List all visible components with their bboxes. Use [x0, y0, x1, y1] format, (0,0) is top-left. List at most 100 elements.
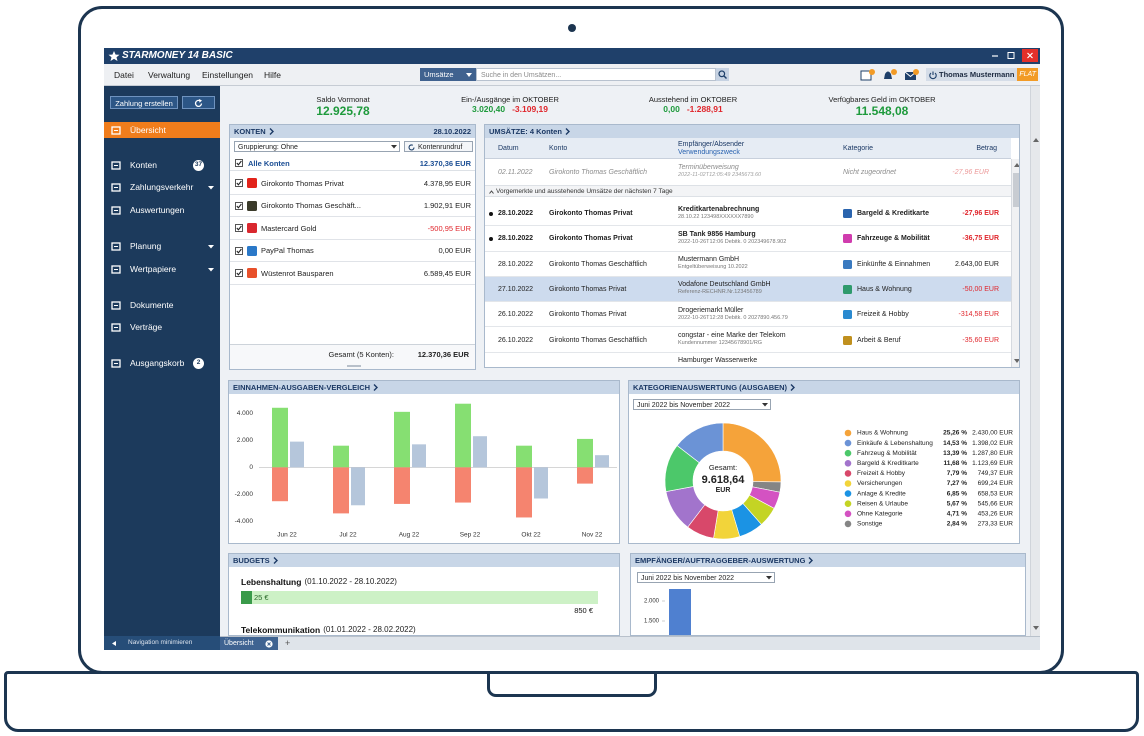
- nav-item[interactable]: Planung: [104, 238, 220, 254]
- arrow: [1033, 626, 1039, 630]
- checkbox-box[interactable]: [235, 224, 243, 232]
- column-label[interactable]: Verwendungszweck: [678, 149, 740, 156]
- account-amount: 0,00 EUR: [438, 246, 471, 255]
- pending-note: Vorgemerkte und ausstehende Umsätze der …: [496, 187, 673, 195]
- nav-item[interactable]: Verträge: [104, 319, 220, 335]
- account-row[interactable]: Girokonto Thomas Privat 4.378,95 EUR: [230, 172, 475, 195]
- account-row[interactable]: Girokonto Thomas Geschäft... 1.902,91 EUR: [230, 195, 475, 217]
- transaction-row[interactable]: 27.10.2022 Girokonto Thomas Privat Vodafon…: [485, 276, 1011, 303]
- panel-chevron: [373, 384, 379, 391]
- y-tick-label: -2.000: [235, 491, 254, 498]
- create-payment-button[interactable]: Zahlung erstellen: [110, 96, 178, 109]
- column-label[interactable]: Betrag: [976, 145, 997, 152]
- transaction-row[interactable]: Hamburger Wasserwerke: [485, 353, 1011, 367]
- pending-row[interactable]: 02.11.2022 Girokonto Thomas Geschäftlich T…: [485, 160, 1011, 184]
- date: 27.10.2022: [498, 285, 534, 293]
- button-label: Zahlung erstellen: [115, 98, 173, 108]
- nav-item[interactable]: Übersicht: [104, 122, 220, 138]
- search-input[interactable]: Suche in den Umsätzen...: [476, 68, 716, 81]
- bar: [595, 455, 609, 468]
- toolbar-icon: [860, 69, 875, 81]
- search-scope[interactable]: Umsätze: [420, 68, 476, 81]
- amount: -36,75 EUR: [962, 235, 999, 243]
- checkbox-box[interactable]: [235, 269, 243, 277]
- category: Arbeit & Beruf: [857, 336, 901, 344]
- arrow: [208, 245, 214, 249]
- dropdown[interactable]: Juni 2022 bis November 2022: [633, 399, 771, 410]
- payee: Hamburger Wasserwerke: [678, 357, 758, 365]
- total-amount: 12.370,36 EUR: [417, 350, 469, 359]
- income-expense-chart: 4.000 2.000 0 -2.000 -4.000 Jun 22 Jul 22 Aug 2…: [235, 403, 617, 539]
- category-icon: [843, 284, 852, 294]
- search-button[interactable]: [716, 68, 729, 81]
- transaction-row[interactable]: 26.10.2022 Girokonto Thomas Geschäftlich c…: [485, 328, 1011, 353]
- panel-header: BUDGETS: [229, 554, 619, 567]
- dropdown-arrow: [762, 403, 768, 407]
- nav-item[interactable]: Konten 37: [104, 157, 220, 173]
- minimize-navigation[interactable]: Navigation minimieren: [104, 636, 220, 650]
- add-tab[interactable]: +: [285, 638, 291, 648]
- panel-title[interactable]: EINNAHMEN-AUSGABEN-VERGLEICH: [233, 382, 371, 392]
- bar: [272, 407, 288, 468]
- icon-body: [111, 206, 121, 215]
- y-tick-label: -4.000: [235, 518, 254, 525]
- income-expense-panel: EINNAHMEN-AUSGABEN-VERGLEICH 4.000 2.000 0 -…: [228, 380, 620, 544]
- nav-badge: 37: [193, 159, 204, 171]
- legend-amount: 658,53 EUR: [978, 490, 1014, 497]
- column-label[interactable]: Kategorie: [843, 145, 873, 152]
- account-row[interactable]: Wüstenrot Bausparen 6.589,45 EUR: [230, 262, 475, 285]
- refresh-button[interactable]: [182, 96, 215, 109]
- checkbox: [235, 246, 243, 255]
- icon-body: [111, 301, 121, 310]
- checkbox-box[interactable]: [235, 201, 243, 210]
- user-box[interactable]: Thomas Mustermann FLAT: [926, 68, 1038, 81]
- menu-item[interactable]: Datei: [114, 70, 134, 80]
- nav-item[interactable]: Ausgangskorb 2: [104, 355, 220, 371]
- expand-arrow: [208, 245, 214, 249]
- transaction-row[interactable]: 26.10.2022 Girokonto Thomas Privat Drogeri…: [485, 302, 1011, 328]
- maximize-button[interactable]: [1007, 52, 1015, 59]
- dropdown[interactable]: Gruppierung: Ohne: [234, 141, 400, 152]
- column-label[interactable]: Konto: [549, 145, 568, 152]
- panel-title[interactable]: KATEGORIENAUSWERTUNG (AUSGABEN): [633, 382, 788, 392]
- checkbox-box[interactable]: [235, 159, 243, 167]
- menu-item[interactable]: Einstellungen: [202, 70, 254, 80]
- bar: [577, 438, 593, 468]
- account-row[interactable]: Mastercard Gold -500,95 EUR: [230, 217, 475, 240]
- tab[interactable]: Übersicht: [220, 637, 278, 650]
- nav-item[interactable]: Zahlungsverkehr: [104, 179, 220, 195]
- y-tick-label: 0: [249, 464, 253, 471]
- panel-title[interactable]: EMPFÄNGER/AUFTRAGGEBER-AUSWERTUNG: [635, 555, 806, 565]
- refresh-accounts-button[interactable]: Kontenrundruf: [404, 141, 473, 152]
- menu-item[interactable]: Hilfe: [264, 70, 282, 80]
- column-label[interactable]: Empfänger/Absender: [678, 141, 745, 148]
- transaction-row[interactable]: 28.10.2022 Girokonto Thomas Privat SB Tank…: [485, 226, 1011, 252]
- transaction-row[interactable]: 28.10.2022 Girokonto Thomas Privat Kreditk…: [485, 201, 1011, 227]
- refresh-icon: [408, 143, 415, 150]
- nav-label: Planung: [130, 241, 162, 251]
- legend-dot: [844, 460, 852, 467]
- nav-item[interactable]: Dokumente: [104, 297, 220, 313]
- dropdown[interactable]: Juni 2022 bis November 2022: [637, 572, 775, 583]
- scroll-thumb[interactable]: [1013, 173, 1019, 207]
- account-row[interactable]: Alle Konten 12.370,36 EUR: [230, 156, 475, 171]
- nav-label: Ausgangskorb: [130, 358, 185, 368]
- transaction-row[interactable]: 28.10.2022 Girokonto Thomas Geschäftlich M…: [485, 252, 1011, 277]
- column-label[interactable]: Datum: [498, 145, 519, 152]
- legend-label: Versicherungen: [857, 480, 903, 487]
- collapse-arrow: [112, 640, 116, 646]
- nav-item[interactable]: Auswertungen: [104, 202, 220, 218]
- refresh-arc: [408, 143, 415, 150]
- menu-item[interactable]: Verwaltung: [148, 70, 191, 80]
- panel-title[interactable]: KONTEN: [234, 126, 266, 136]
- nav-icon: [111, 206, 121, 215]
- checkbox-box[interactable]: [235, 179, 243, 187]
- account-row[interactable]: PayPal Thomas 0,00 EUR: [230, 240, 475, 262]
- checkbox-box[interactable]: [235, 246, 243, 255]
- panel-title[interactable]: UMSÄTZE: 4 Konten: [489, 126, 562, 136]
- legend-dot: [844, 480, 852, 487]
- panel-title[interactable]: BUDGETS: [233, 555, 270, 565]
- panel-chevron: [269, 128, 274, 135]
- license-badge: FLAT: [1017, 68, 1038, 81]
- nav-item[interactable]: Wertpapiere: [104, 261, 220, 277]
